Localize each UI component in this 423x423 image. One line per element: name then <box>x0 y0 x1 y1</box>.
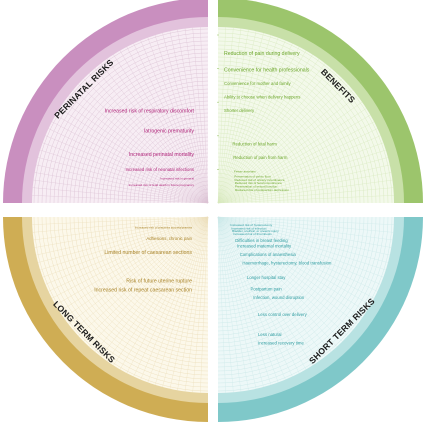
short-term-label: Complications of anaesthesia <box>240 252 297 257</box>
benefits-label: Ability to choose when delivery happens <box>224 94 300 99</box>
long-term-label: Limited number of caesarean sections <box>104 250 192 256</box>
short-term-label: Bladder, urethral, or ureteric injury <box>232 229 279 233</box>
long-term-risks-quadrant: Increased risk of placenta accreta/praev… <box>3 216 209 422</box>
benefits-label: Reduced risk of urinary incontinence <box>235 178 285 182</box>
short-term-risks-quadrant: Increased risk of hysterectomyIncreased … <box>217 216 423 422</box>
short-term-label: Less natural <box>258 332 281 337</box>
perinatal-label: Increased risk of neonatal infections <box>125 167 194 172</box>
benefits-label: Reduced risk of postpartum depression <box>235 188 289 192</box>
long-term-label: Increased risk of placenta accreta/praev… <box>135 226 193 230</box>
axis-ticks <box>217 34 219 170</box>
perinatal-label: Increased risk of respiratory discomfort <box>105 108 195 114</box>
perinatal-label: Increased perinatal mortality <box>129 152 195 158</box>
benefits-label: Reduction of fetal harm <box>232 142 277 147</box>
short-term-label: Longer hospital stay <box>247 275 286 280</box>
short-term-label: Increased risk of hysterectomy <box>230 223 272 227</box>
benefits-label: Preservation of sexual function <box>235 185 278 189</box>
short-term-label: Haemorrhage, hysterectomy, blood transfu… <box>242 261 332 266</box>
benefits-quadrant: Reduction of pain during delivery Conveni… <box>217 0 423 204</box>
long-term-label: Adhesions, chronic pain <box>146 236 192 241</box>
short-term-label: Increased risk of thrombosis <box>233 232 272 236</box>
benefits-label: Reduction of pain during delivery <box>224 51 300 57</box>
short-term-label: Increased maternal mortality <box>237 244 292 249</box>
perinatal-risks-quadrant: Increased risk of respiratory discomfort… <box>3 0 209 204</box>
benefits-label: Convenience for health professionals <box>224 68 310 74</box>
benefits-label: Reduced risk of fecal incontinence <box>235 181 282 185</box>
long-term-label: Risk of future uterine rupture <box>126 279 192 285</box>
benefits-label: Reduction of pain from harm <box>233 155 288 160</box>
perinatal-label: Increased risk of fetal death in future … <box>129 183 195 187</box>
benefits-label: Fewer anxieties <box>234 169 256 173</box>
benefits-label: Preservation of pelvic floor <box>234 174 270 178</box>
short-term-label: Increased recovery time <box>258 340 304 345</box>
perinatal-label: Iatrogenic prematurity <box>144 128 195 134</box>
benefits-label: Shorter delivery <box>224 108 255 113</box>
long-term-label: Increased risk of repeat caesarean secti… <box>94 287 192 293</box>
perinatal-label: Increased risk in general <box>160 176 194 180</box>
benefits-label: Convenience for mother and family <box>224 81 291 86</box>
short-term-label: Postpartum pain <box>251 286 283 291</box>
short-term-label: Difficulties in breast feeding <box>235 238 288 243</box>
short-term-label: Increased risk of infection <box>231 226 266 230</box>
short-term-label: Less control over delivery <box>258 312 308 317</box>
short-term-label: Infection, wound disruption <box>253 295 305 300</box>
